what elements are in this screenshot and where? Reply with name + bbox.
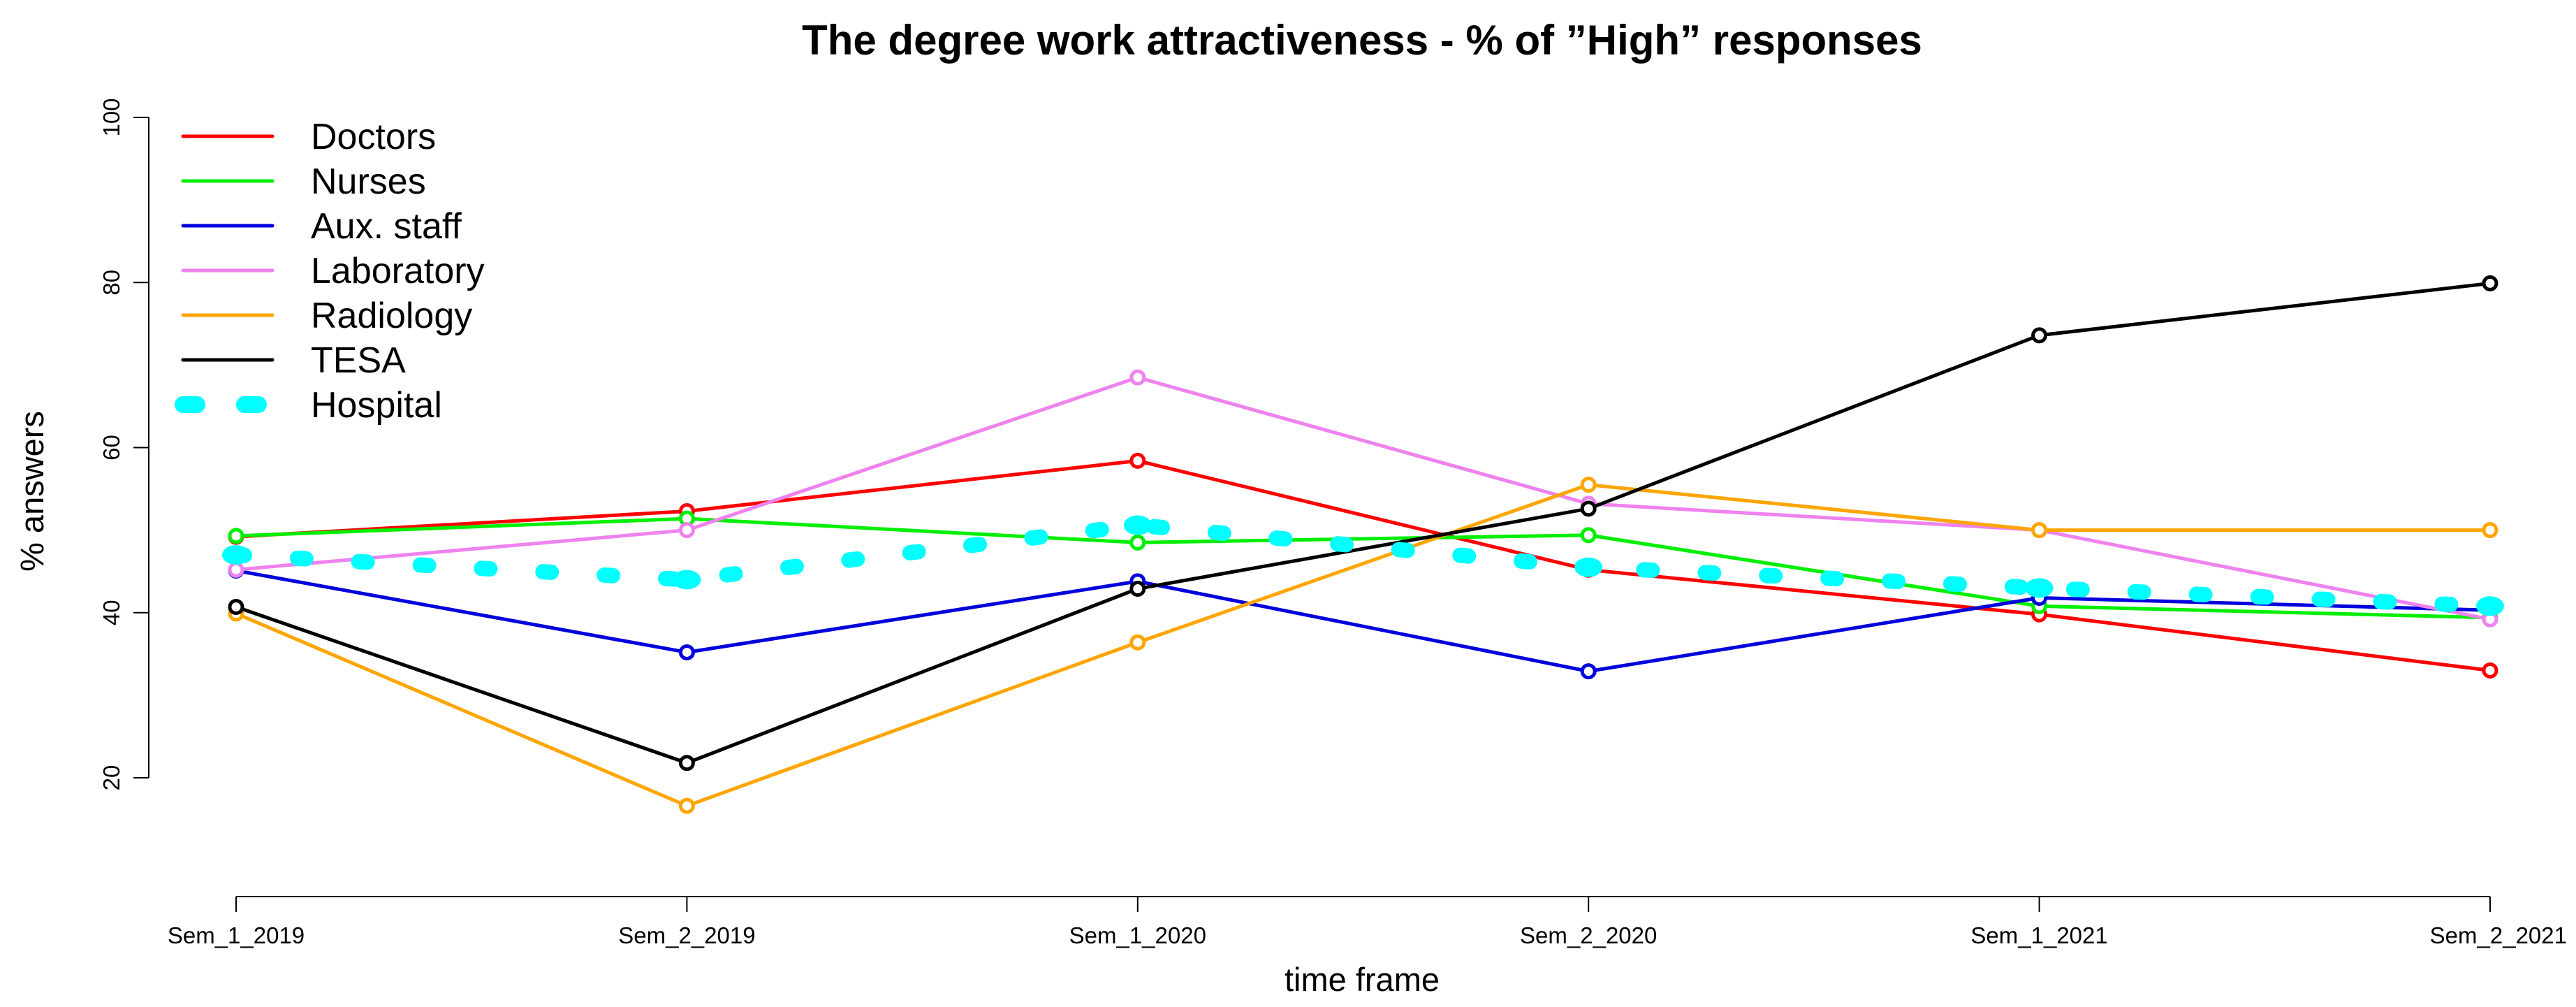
legend-label: Laboratory [311, 251, 485, 291]
legend-item: Hospital [175, 385, 442, 426]
plot-area [222, 275, 2504, 814]
x-tick-label: Sem_1_2019 [168, 922, 305, 948]
legend-item: Nurses [181, 161, 426, 202]
legend-label: Nurses [311, 161, 426, 202]
data-point [678, 644, 695, 660]
chart-title: The degree work attractiveness - % of ”H… [802, 17, 1922, 64]
data-point [1129, 534, 1146, 551]
legend-label: Aux. staff [311, 206, 462, 247]
data-point [228, 528, 244, 544]
legend-item: TESA [181, 340, 406, 381]
series-aux-staff [228, 563, 2498, 680]
data-point [2031, 327, 2048, 344]
series-line [234, 375, 2492, 621]
series-tesa [228, 275, 2498, 771]
data-point [1580, 500, 1597, 517]
x-tick-label: Sem_2_2019 [618, 922, 755, 948]
legend-label: Radiology [311, 296, 472, 336]
data-point [1580, 527, 1597, 544]
data-point [1129, 452, 1146, 469]
series-doctors [228, 452, 2498, 679]
series-line [234, 281, 2492, 765]
data-point [673, 570, 701, 590]
data-point [2482, 522, 2498, 539]
series-line [234, 516, 2492, 620]
x-tick-label: Sem_2_2020 [1520, 922, 1657, 948]
data-point [1580, 477, 1597, 493]
series-hospital [222, 515, 2504, 616]
data-point [2025, 578, 2054, 598]
data-point [1574, 557, 1603, 577]
data-point [678, 797, 695, 814]
y-tick-label: 100 [98, 98, 124, 136]
legend-item: Radiology [181, 296, 472, 336]
data-point [1129, 369, 1146, 386]
data-point [678, 522, 695, 539]
series-line [234, 483, 2492, 808]
y-axis: 20 40 60 80 100 [98, 98, 149, 790]
x-axis: Sem_1_2019 Sem_2_2019 Sem_1_2020 Sem_2_2020… [168, 896, 2567, 948]
data-point [1129, 634, 1146, 651]
y-tick-label: 40 [98, 600, 124, 625]
data-point [1123, 515, 1152, 535]
data-point [2482, 275, 2498, 291]
series-line [234, 458, 2492, 672]
legend-label: Hospital [311, 385, 442, 426]
series-line [234, 569, 2492, 674]
x-tick-label: Sem_1_2021 [1970, 922, 2107, 948]
x-tick-label: Sem_1_2020 [1069, 922, 1206, 948]
y-tick-label: 80 [98, 270, 124, 296]
y-tick-label: 20 [98, 765, 124, 791]
legend-label: TESA [311, 340, 406, 381]
x-tick-label: Sem_2_2021 [2430, 922, 2567, 948]
data-point [228, 598, 244, 615]
legend-item: Aux. staff [181, 206, 462, 247]
data-point [222, 545, 250, 565]
series-laboratory [228, 369, 2498, 628]
data-point [1580, 663, 1597, 680]
data-point [678, 755, 695, 771]
data-point [228, 561, 244, 578]
legend-item: Doctors [181, 117, 436, 157]
data-point [2482, 662, 2498, 679]
data-point [2476, 596, 2504, 616]
x-axis-label: time frame [1285, 961, 1440, 998]
legend-label: Doctors [311, 117, 436, 157]
legend-item: Laboratory [181, 251, 485, 291]
series-radiology [228, 477, 2498, 814]
series-line [228, 517, 2498, 614]
y-tick-label: 60 [98, 435, 124, 461]
data-point [2031, 522, 2048, 539]
data-point [1129, 580, 1146, 597]
y-axis-label: % answers [13, 411, 50, 572]
